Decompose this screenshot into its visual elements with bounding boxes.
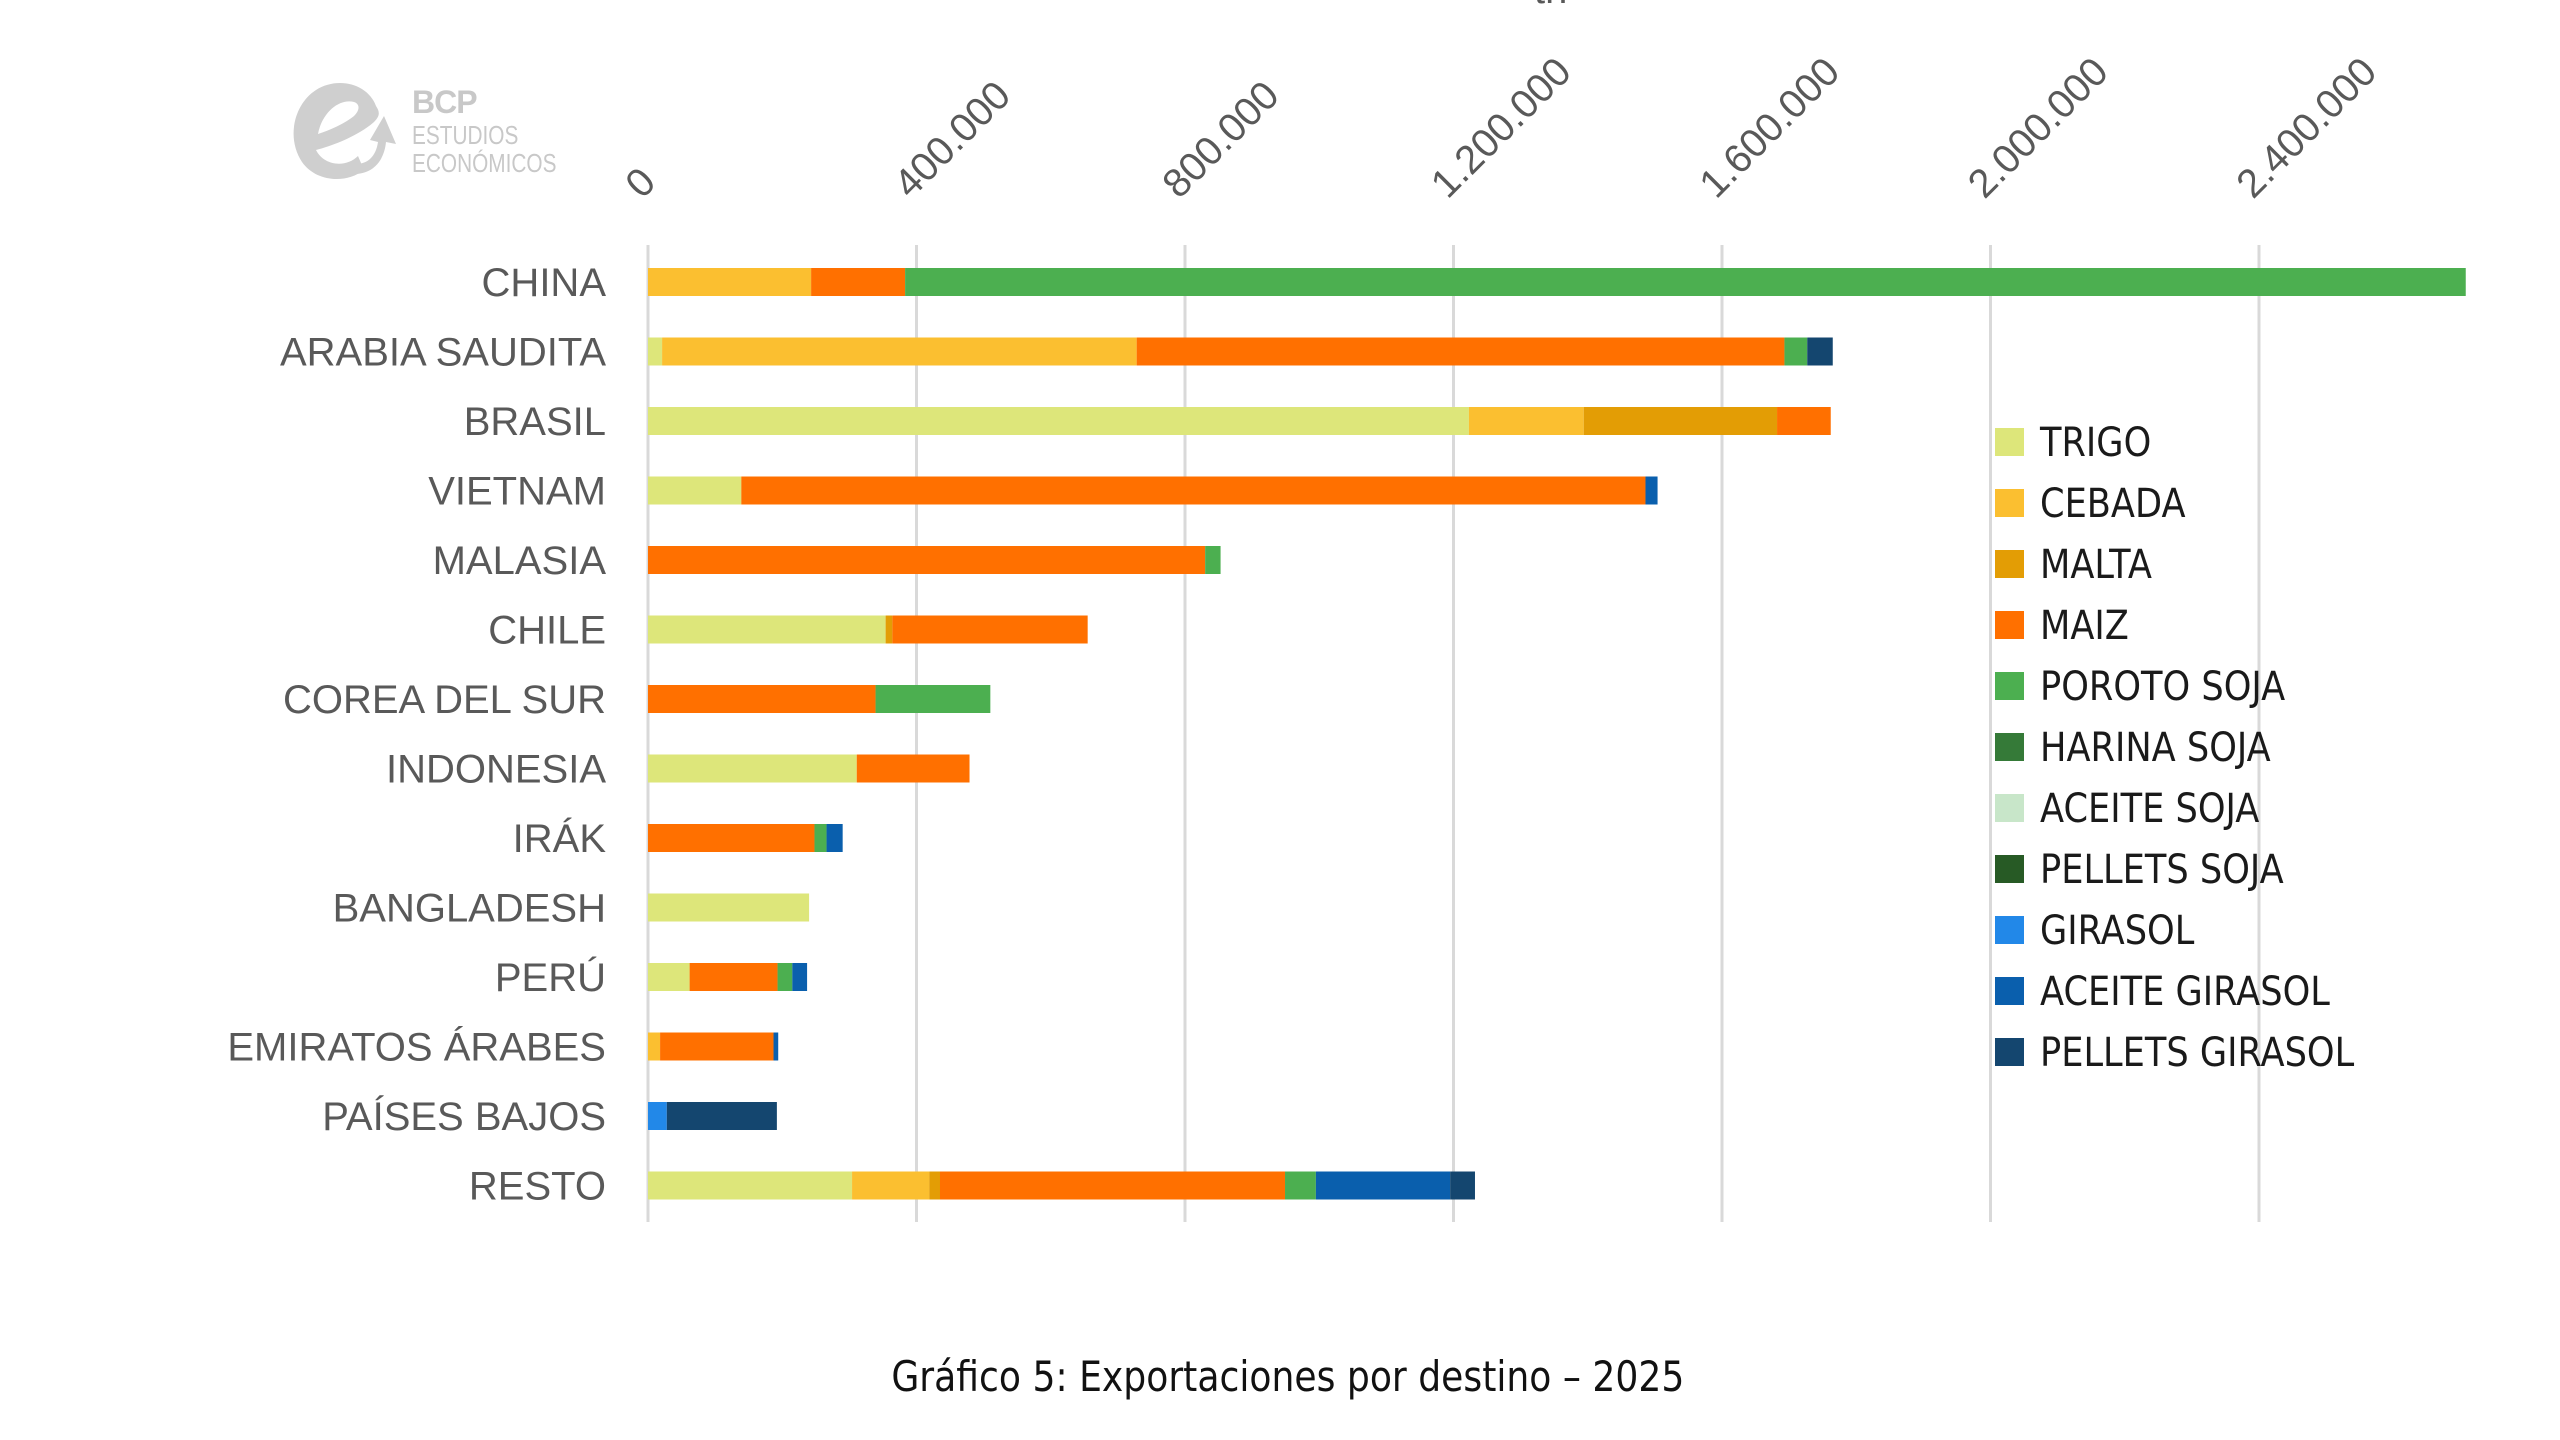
bar-segment <box>741 476 1646 505</box>
bar-segment <box>648 546 1206 574</box>
bar-segment <box>648 963 690 991</box>
legend: TRIGO CEBADA MALTA MAIZ POROTO SOJA HARINA SO… <box>1995 419 2354 1076</box>
legend-swatch <box>1995 428 2024 456</box>
category-label: INDONESIA <box>386 748 606 792</box>
bar-segment <box>1784 337 1808 366</box>
legend-swatch <box>1995 977 2024 1005</box>
bar-segment <box>648 615 886 644</box>
legend-label: PELLETS SOJA <box>2040 846 2284 893</box>
legend-swatch <box>1995 611 2024 639</box>
logo-e-icon <box>293 83 396 180</box>
bar-segment <box>662 337 1137 366</box>
bar-segment <box>1583 407 1778 435</box>
bar-segment <box>1807 337 1833 366</box>
category-label: ARABIA SAUDITA <box>280 331 606 375</box>
bar-segment <box>1450 1171 1475 1200</box>
bar-segment <box>648 268 812 296</box>
legend-label: POROTO SOJA <box>2040 663 2285 710</box>
legend-label: PELLETS GIRASOL <box>2040 1029 2354 1076</box>
bar-segment <box>689 963 778 991</box>
category-label: CHILE <box>488 609 606 653</box>
legend-label: CEBADA <box>2040 480 2186 527</box>
bar-segment <box>648 824 815 852</box>
legend-label: HARINA SOJA <box>2040 724 2271 771</box>
legend-swatch <box>1995 672 2024 700</box>
bar-segment <box>811 268 906 296</box>
legend-label: GIRASOL <box>2040 907 2194 954</box>
x-tick-label: 2.400.000 <box>2228 49 2385 206</box>
bar-segment <box>856 754 970 783</box>
bcp-logo: BCP ESTUDIOS ECONÓMICOS <box>288 76 578 186</box>
x-tick-labels: 0 400.000 800.000 1.200.000 1.600.000 2.000.0… <box>617 49 2385 206</box>
bar-segment <box>939 1171 1286 1200</box>
bar-segment <box>852 1171 930 1200</box>
legend-swatch <box>1995 1038 2024 1066</box>
x-tick-label: 400.000 <box>886 73 1019 206</box>
x-tick-label: 1.600.000 <box>1691 49 1848 206</box>
category-label: COREA DEL SUR <box>283 678 606 722</box>
legend-swatch <box>1995 733 2024 761</box>
category-label: PAÍSES BAJOS <box>322 1094 606 1139</box>
bar-segment <box>1136 337 1785 366</box>
logo-brand: BCP <box>412 84 478 120</box>
bar-segment <box>892 615 1088 644</box>
bar-segment <box>648 407 1469 435</box>
bar-segment <box>1468 407 1584 435</box>
bar-segment <box>648 337 663 366</box>
bar-segment <box>773 1032 779 1061</box>
bar-segment <box>648 893 810 922</box>
legend-swatch <box>1995 916 2024 944</box>
bar-segment <box>1315 1171 1451 1200</box>
bar-segment <box>885 615 893 644</box>
category-label: CHINA <box>482 261 607 305</box>
legend-swatch <box>1995 550 2024 578</box>
bar-segment <box>929 1171 940 1200</box>
category-label: RESTO <box>469 1165 606 1209</box>
bar-segment <box>777 963 793 991</box>
legend-swatch <box>1995 489 2024 517</box>
bar-segment <box>875 685 991 713</box>
bar-segment <box>814 824 827 852</box>
category-label: VIETNAM <box>428 470 606 514</box>
legend-label: TRIGO <box>2039 419 2151 466</box>
bar-segment <box>1205 546 1221 574</box>
category-labels: CHINA ARABIA SAUDITA BRASIL VIETNAM MALASIA C… <box>227 261 606 1209</box>
bar-segment <box>792 963 808 991</box>
logo-line1: ESTUDIOS <box>412 120 519 150</box>
bar-segment <box>648 754 857 783</box>
bar-segment <box>648 1032 661 1061</box>
bar-segment <box>666 1102 777 1130</box>
legend-label: MALTA <box>2040 541 2152 588</box>
bar-segment <box>648 476 742 505</box>
legend-label: MAIZ <box>2040 602 2129 649</box>
bar-segment <box>1645 476 1658 505</box>
logo-line2: ECONÓMICOS <box>412 148 557 178</box>
chart-caption: Gráfico 5: Exportaciones por destino – 2… <box>891 1352 1685 1401</box>
x-tick-label: 800.000 <box>1154 73 1287 206</box>
legend-label: ACEITE GIRASOL <box>2040 968 2330 1015</box>
bar-segment <box>1285 1171 1316 1200</box>
legend-label: ACEITE SOJA <box>2040 785 2260 832</box>
category-label: MALASIA <box>433 539 607 583</box>
x-tick-label: 2.000.000 <box>1960 49 2117 206</box>
bar-segment <box>660 1032 774 1061</box>
legend-swatch <box>1995 794 2024 822</box>
bars <box>648 268 2466 1200</box>
bar-segment <box>905 268 2466 296</box>
bar-segment <box>648 1171 853 1200</box>
category-label: BANGLADESH <box>333 887 606 931</box>
axis-unit-fragment: tn <box>1534 0 1567 13</box>
x-tick-label: 1.200.000 <box>1423 49 1580 206</box>
legend-swatch <box>1995 855 2024 883</box>
bar-segment <box>826 824 843 852</box>
category-label: IRÁK <box>513 816 607 861</box>
bar-segment <box>1777 407 1831 435</box>
x-tick-label: 0 <box>617 160 664 207</box>
bar-segment <box>648 685 876 713</box>
bar-segment <box>648 1102 667 1130</box>
category-label: EMIRATOS ÁRABES <box>227 1025 606 1070</box>
category-label: BRASIL <box>464 400 606 444</box>
category-label: PERÚ <box>495 955 606 1000</box>
